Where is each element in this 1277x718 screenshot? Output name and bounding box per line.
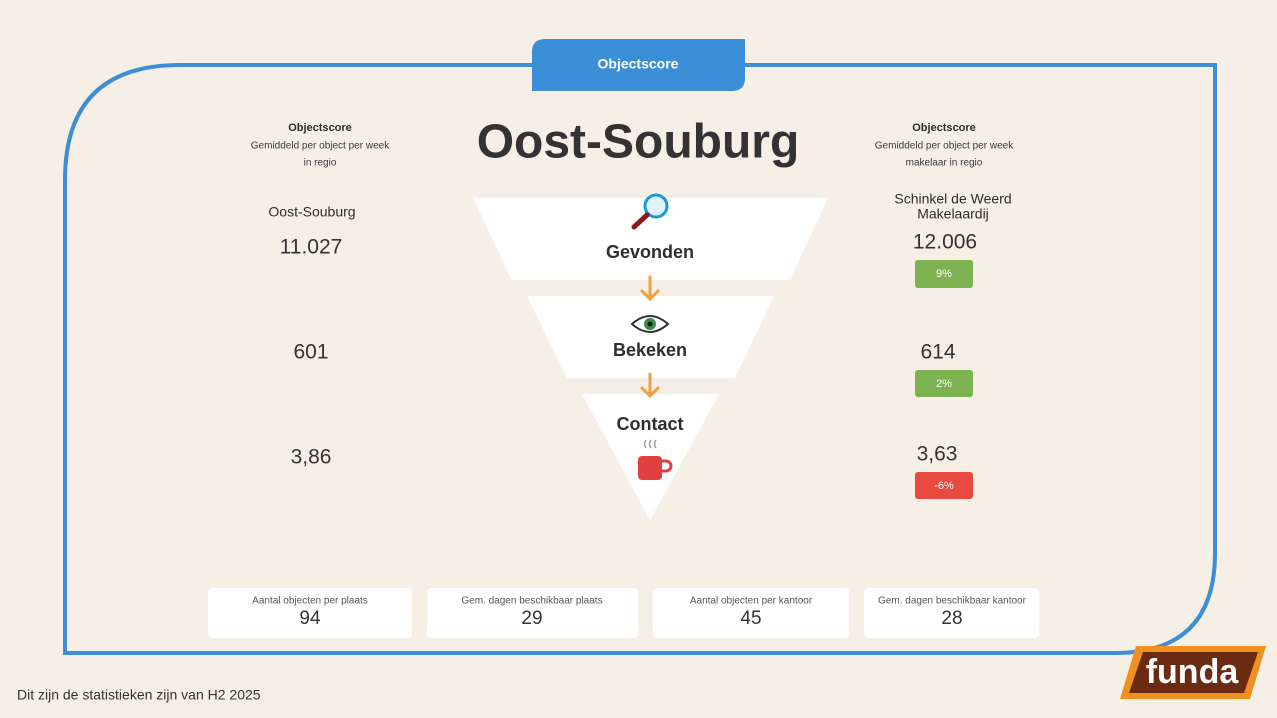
column-sub: Gemiddeld per object per week: [251, 141, 390, 152]
agent-name: Makelaardij: [917, 206, 989, 222]
card-value: 94: [299, 608, 321, 629]
column-sub: Gemiddeld per object per week: [875, 141, 1014, 152]
region-name: Oost-Souburg: [268, 204, 355, 220]
card-label: Gem. dagen beschikbaar kantoor: [878, 596, 1027, 607]
card-label: Gem. dagen beschikbaar plaats: [461, 596, 602, 607]
funnel-stage: [473, 198, 828, 280]
frame: [63, 63, 1217, 655]
stage-label: Bekeken: [613, 340, 687, 360]
badge-label: -6%: [934, 480, 954, 492]
badge-label: 9%: [936, 268, 952, 280]
column-heading: Objectscore: [912, 122, 976, 134]
badge: [915, 472, 973, 499]
logo: funda: [1146, 653, 1240, 691]
funnel-stage: [527, 296, 774, 378]
score: 614: [920, 341, 955, 364]
card-label: Aantal objecten per kantoor: [690, 596, 813, 607]
tab-label: Objectscore: [598, 56, 679, 72]
arrow: [640, 275, 660, 399]
column-heading: Objectscore: [288, 122, 352, 134]
badge: [915, 370, 973, 397]
agent-name: Schinkel de Weerd: [894, 191, 1011, 207]
tab: [532, 39, 745, 91]
stage-label: Contact: [617, 414, 684, 434]
badge-label: 2%: [936, 378, 952, 390]
column-sub: in regio: [304, 158, 337, 169]
stat-card: [208, 588, 412, 638]
card-value: 29: [521, 608, 542, 629]
footer-note: Dit zijn de statistieken zijn van H2 202…: [17, 687, 261, 703]
stat-card: [427, 588, 638, 638]
score: 11.027: [280, 236, 343, 259]
stage-label: Gevonden: [606, 242, 694, 262]
card-value: 45: [740, 608, 761, 629]
title: Oost-Souburg: [477, 116, 800, 169]
score: 12.006: [913, 231, 977, 254]
score: 3,63: [917, 443, 958, 466]
card-value: 28: [941, 608, 962, 629]
search-icon: [631, 193, 669, 230]
stat-card: [864, 588, 1039, 638]
eye-icon: [630, 315, 670, 333]
score: 601: [293, 341, 328, 364]
badge: [915, 260, 973, 288]
stat-card: [653, 588, 849, 638]
coffee-icon: [638, 439, 673, 480]
card-label: Aantal objecten per plaats: [252, 596, 368, 607]
column-sub: makelaar in regio: [906, 158, 983, 169]
score: 3,86: [291, 446, 332, 469]
logo-inner: [1129, 652, 1258, 693]
